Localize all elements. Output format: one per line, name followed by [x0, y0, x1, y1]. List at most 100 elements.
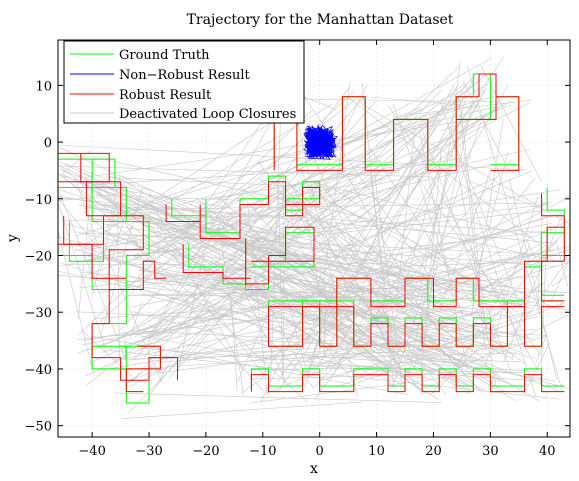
loop-closure-line: [457, 94, 486, 348]
loop-closure-line: [100, 178, 500, 383]
loop-closure-line: [99, 178, 145, 257]
x-tick-labels: −40 −30 −20 −10 0 10 20 30 40: [78, 444, 555, 459]
x-tick-label: −40: [78, 444, 105, 459]
loop-closure-line: [131, 205, 294, 361]
loop-closure-line: [306, 240, 548, 361]
loop-closure-line: [124, 331, 127, 359]
loop-closure-line: [60, 215, 279, 221]
y-tick-label: −40: [25, 363, 52, 378]
loop-closure-line: [308, 83, 465, 206]
plot-frame: [57, 39, 571, 438]
loop-closure-line: [255, 189, 561, 240]
loop-closure-line: [129, 237, 264, 392]
loop-closure-line: [180, 232, 406, 331]
loop-closure-line: [77, 174, 439, 401]
loop-closure-line: [134, 202, 553, 210]
loop-closure-line: [91, 210, 543, 261]
loop-closure-line: [540, 219, 548, 385]
chart-title: Trajectory for the Manhattan Dataset: [187, 12, 454, 28]
loop-closure-line: [265, 195, 570, 361]
loop-closure-line: [148, 104, 282, 339]
x-tick-label: −10: [249, 444, 276, 459]
loop-closure-line: [107, 171, 446, 365]
loop-closure-line: [114, 392, 442, 403]
robust-result-path: [58, 243, 127, 279]
x-tick-label: 10: [368, 444, 385, 459]
loop-closure-line: [99, 187, 144, 340]
loop-closure-line: [447, 125, 520, 306]
loop-closure-line: [108, 177, 328, 188]
loop-closure-line: [252, 374, 471, 404]
loop-closure-line: [140, 217, 300, 280]
x-tick-label: 0: [316, 444, 324, 459]
loop-closure-line: [462, 81, 509, 171]
loop-closure-line: [277, 178, 383, 199]
loop-closure-line: [220, 212, 357, 386]
loop-closure-line: [509, 178, 558, 381]
loop-closure-line: [58, 275, 479, 310]
loop-closure-line: [201, 156, 472, 201]
loop-closure-line: [58, 173, 299, 347]
loop-closure-line: [82, 295, 325, 346]
loop-closure-line: [211, 219, 531, 302]
x-tick-label: 20: [425, 444, 442, 459]
loop-closure-line: [259, 313, 477, 359]
loop-closure-line: [232, 169, 383, 273]
loop-closure-line: [91, 187, 513, 289]
loop-closure-line: [97, 190, 232, 291]
loop-closure-line: [252, 340, 445, 349]
loop-closure-line: [77, 293, 245, 354]
loop-closure-line: [93, 165, 386, 186]
robust-result-path: [63, 215, 167, 290]
loop-closure-line: [254, 269, 389, 367]
loop-closure-line: [335, 306, 545, 388]
x-tick-label: −30: [135, 444, 162, 459]
loop-closure-line: [421, 127, 512, 374]
loop-closure-line: [141, 224, 458, 287]
loop-closure-line: [240, 379, 262, 394]
robust-result-path: [91, 289, 178, 381]
loop-closure-line: [58, 270, 465, 366]
legend-label-ground-truth: Ground Truth: [119, 48, 210, 63]
ground-truth-path: [68, 221, 150, 290]
loop-closure-line: [123, 154, 383, 265]
x-tick-label: 40: [539, 444, 556, 459]
loop-closure-line: [139, 205, 287, 343]
loop-closure-line: [218, 224, 244, 396]
legend-label-non-robust: Non−Robust Result: [119, 68, 250, 83]
loop-closure-line: [267, 308, 467, 394]
loop-closure-line: [249, 372, 495, 380]
ground-truth-path: [171, 198, 206, 217]
loop-closure-line: [242, 96, 365, 238]
loop-closure-line: [369, 147, 497, 341]
loop-closure-line: [416, 331, 536, 359]
loop-closure-line: [129, 300, 370, 381]
loop-closure-line: [390, 293, 505, 304]
loop-closure-line: [58, 195, 238, 229]
loop-closure-line: [78, 204, 445, 300]
loop-closure-line: [334, 100, 513, 207]
loop-closure-line: [74, 176, 100, 249]
y-tick-label: −20: [25, 250, 52, 265]
loop-closure-line: [473, 334, 548, 362]
loop-closure-line: [111, 105, 472, 217]
loop-closure-line: [368, 303, 471, 334]
loop-closure-line: [537, 200, 543, 306]
loop-closure-line: [84, 119, 474, 178]
loop-closure-line: [115, 199, 317, 341]
loop-closure-line: [146, 119, 396, 250]
loop-closure-line: [373, 169, 402, 381]
robust-result-path: [250, 374, 565, 393]
loop-closure-line: [192, 118, 492, 246]
legend-box: [63, 40, 305, 124]
loop-closure-line: [466, 297, 570, 310]
loop-closure-line: [262, 86, 466, 375]
loop-closure-line: [316, 316, 538, 383]
y-tick-label: −50: [25, 420, 52, 435]
loop-closure-line: [59, 262, 319, 345]
loop-closure-line: [157, 199, 308, 386]
robust-result-path: [541, 193, 565, 302]
loop-closure-line: [58, 198, 106, 257]
loop-closure-line: [93, 302, 322, 319]
